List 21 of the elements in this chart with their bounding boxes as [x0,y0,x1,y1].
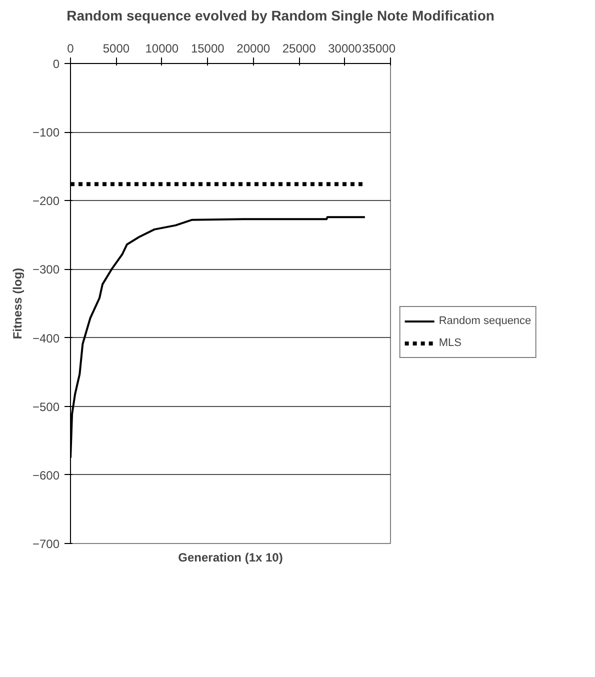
y-tick-label: −600 [32,468,60,482]
y-tick-label: 0 [52,57,60,71]
x-tick-label: 20000 [236,42,270,56]
y-tick-label: −100 [32,126,60,140]
y-tick-label: −400 [32,331,60,346]
x-tick-label: 25000 [282,42,316,56]
x-tick-label: 30000 [328,42,362,56]
x-tick-label: 35000 [362,42,396,56]
y-axis-title: Fitness (log) [10,268,24,340]
legend-label: MLS [438,336,462,348]
y-tick-label: −500 [32,400,60,414]
x-axis-title: Generation (1x 10) [178,550,283,564]
chart-title: Random sequence evolved by Random Single Note Modification [66,8,494,24]
y-tick-label: −200 [32,194,60,208]
y-tick-label: −300 [32,262,60,277]
y-tick-label: −700 [32,537,60,551]
x-tick-label: 0 [67,42,74,56]
x-tick-label: 5000 [102,42,130,56]
x-tick-label: 15000 [190,42,225,56]
x-tick-label: 10000 [145,42,179,56]
legend-label: Random sequence [438,314,532,326]
